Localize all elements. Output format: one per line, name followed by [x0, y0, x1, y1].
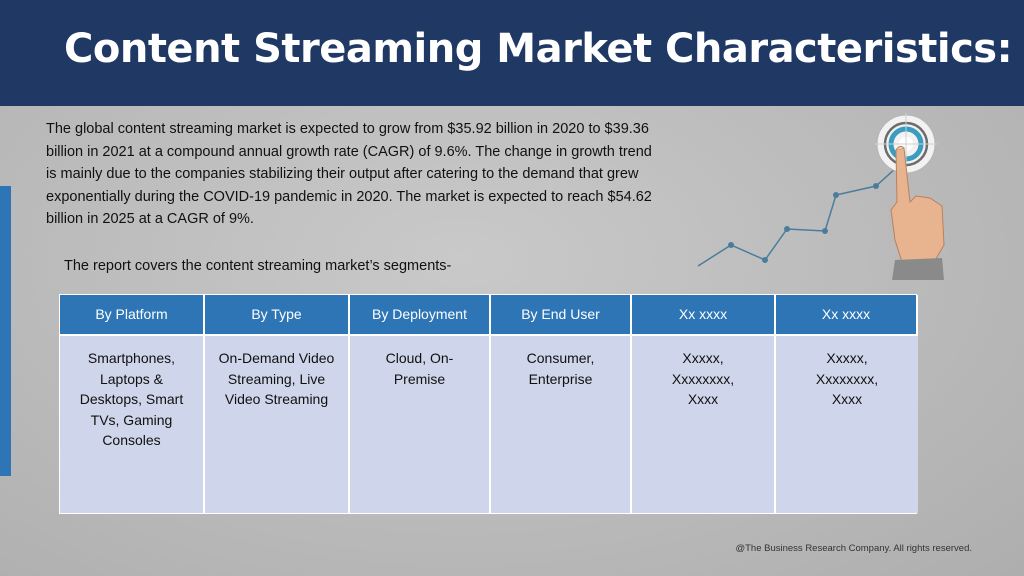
cell-placeholder-2: Xxxxx, Xxxxxxxx, Xxxx [776, 334, 918, 513]
segments-lead-text: The report covers the content streaming … [64, 258, 452, 274]
cell-platform: Smartphones, Laptops & Desktops, Smart T… [60, 334, 205, 513]
header-placeholder-1: Xx xxxx [632, 295, 776, 334]
header-by-end-user: By End User [491, 295, 632, 334]
header-by-deployment: By Deployment [350, 295, 491, 334]
segments-table: By Platform By Type By Deployment By End… [59, 294, 918, 514]
cell-end-user: Consumer, Enterprise [491, 334, 632, 513]
cell-deployment-text: Cloud, On- Premise [385, 350, 454, 387]
cell-type: On-Demand Video Streaming, Live Video St… [205, 334, 350, 513]
header-by-platform: By Platform [60, 295, 205, 334]
page-title: Content Streaming Market Characteristics… [64, 26, 1013, 72]
left-accent-bar [0, 186, 11, 476]
title-bar: Content Streaming Market Characteristics… [0, 0, 1024, 106]
growth-graphic [697, 113, 945, 280]
intro-paragraph: The global content streaming market is e… [46, 121, 652, 227]
cell-placeholder-2-text: Xxxxx, Xxxxxxxx, Xxxx [815, 350, 879, 407]
header-by-type: By Type [205, 295, 350, 334]
cell-placeholder-1-text: Xxxxx, Xxxxxxxx, Xxxx [671, 350, 735, 407]
cell-end-user-text: Consumer, Enterprise [526, 350, 595, 387]
pointing-hand-icon [890, 145, 945, 280]
header-placeholder-2: Xx xxxx [776, 295, 918, 334]
copyright-footer: @The Business Research Company. All righ… [735, 543, 972, 554]
target-icon [875, 113, 937, 175]
cell-platform-text: Smartphones, Laptops & Desktops, Smart T… [79, 350, 184, 448]
trend-line-icon [697, 167, 897, 267]
cell-deployment: Cloud, On- Premise [350, 334, 491, 513]
cell-type-text: On-Demand Video Streaming, Live Video St… [218, 350, 335, 407]
cell-placeholder-1: Xxxxx, Xxxxxxxx, Xxxx [632, 334, 776, 513]
